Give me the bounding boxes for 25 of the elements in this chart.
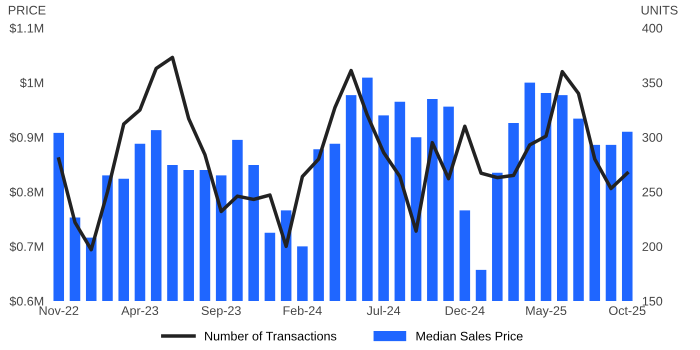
y-tick-label: $0.7M <box>10 242 44 252</box>
x-tick-label: Oct-25 <box>609 306 646 316</box>
y-tick-label: $0.6M <box>10 296 44 306</box>
y-axis-title: PRICE <box>8 6 46 15</box>
y-tick-label: $0.8M <box>10 187 44 198</box>
legend-label: Number of Transactions <box>205 331 336 341</box>
y2-tick-label: 250 <box>642 188 662 196</box>
x-tick-label: Sep-23 <box>202 306 241 318</box>
line-series <box>57 56 629 252</box>
y2-tick-label: 200 <box>642 242 662 252</box>
x-tick-label: Apr-23 <box>121 306 158 318</box>
y-tick-label: $1.1M <box>10 23 44 34</box>
x-tick-label: Dec-24 <box>446 306 485 316</box>
x-tick-label: May-25 <box>526 306 566 318</box>
y2-tick-label: 300 <box>642 133 662 142</box>
x-tick-label: Nov-22 <box>40 306 78 316</box>
x-tick-label: Jul-24 <box>366 306 400 316</box>
y2-tick-label: 400 <box>642 24 662 33</box>
y2-tick-label: 150 <box>642 296 662 306</box>
y-tick-label: $1M <box>20 78 44 88</box>
y-tick-label: $0.9M <box>10 132 44 143</box>
y2-tick-label: 350 <box>642 78 662 88</box>
x-tick-label: Feb-24 <box>284 306 322 316</box>
y2-axis-title: UNITS <box>642 6 678 15</box>
legend-label: Median Sales Price <box>416 331 523 341</box>
